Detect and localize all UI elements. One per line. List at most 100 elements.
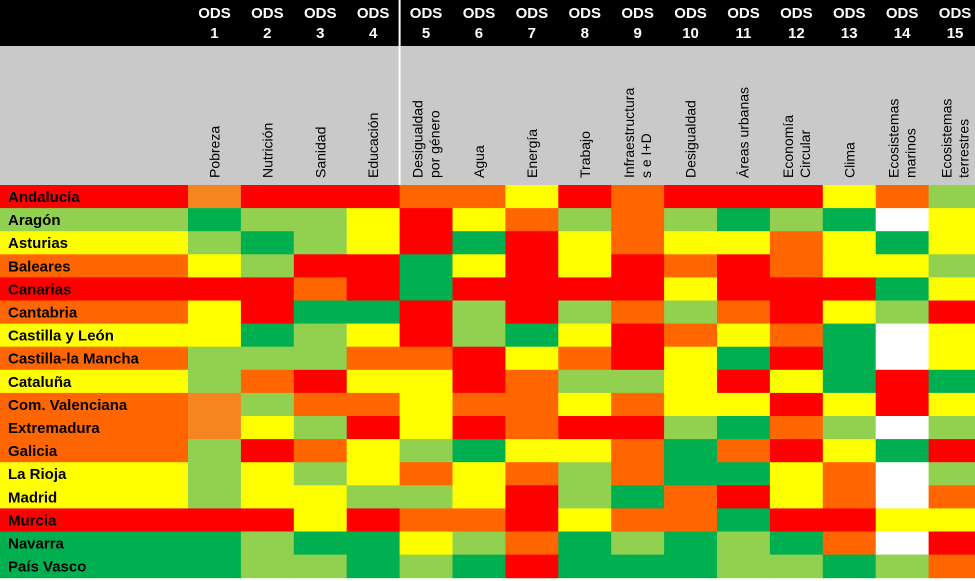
heat-cell bbox=[875, 208, 930, 232]
heat-cell bbox=[399, 462, 453, 486]
ods-code: ODS bbox=[251, 5, 284, 22]
heat-cell bbox=[717, 554, 771, 579]
heat-cell bbox=[188, 208, 242, 232]
heat-cell bbox=[293, 254, 348, 278]
heat-cell bbox=[558, 439, 612, 463]
heat-cell bbox=[188, 531, 242, 556]
ods-code: ODS bbox=[886, 5, 919, 22]
heat-cell bbox=[611, 208, 665, 232]
heat-cell bbox=[346, 392, 401, 417]
region-label: La Rioja bbox=[8, 466, 67, 483]
heat-cell bbox=[558, 531, 612, 556]
heat-cell bbox=[452, 300, 506, 325]
heat-cell bbox=[875, 485, 930, 509]
ods-label: Nutrición bbox=[259, 123, 275, 178]
heat-cell bbox=[240, 346, 295, 371]
heat-cell bbox=[769, 439, 824, 463]
heat-cell bbox=[399, 485, 453, 509]
heat-cell bbox=[346, 531, 401, 556]
region-cell bbox=[0, 300, 188, 325]
ods-label: Pobreza bbox=[206, 126, 222, 178]
ods-number: 15 bbox=[947, 25, 964, 42]
heat-cell bbox=[928, 185, 975, 209]
heat-cell bbox=[505, 277, 559, 301]
heat-cell bbox=[717, 508, 771, 532]
heat-cell bbox=[611, 277, 665, 301]
region-label: Cataluña bbox=[8, 374, 72, 391]
heat-cell bbox=[664, 508, 718, 532]
heat-cell bbox=[399, 231, 453, 255]
ods-label: Ecosistemas bbox=[886, 99, 902, 178]
heat-cell bbox=[664, 231, 718, 255]
heat-cell bbox=[875, 254, 930, 278]
heat-cell bbox=[611, 300, 665, 325]
ods-number: 5 bbox=[422, 25, 430, 42]
heat-cell bbox=[611, 439, 665, 463]
region-cell bbox=[0, 392, 188, 417]
heat-cell bbox=[769, 300, 824, 325]
heat-cell bbox=[664, 323, 718, 348]
heat-cell bbox=[822, 531, 877, 556]
heat-cell bbox=[769, 346, 824, 371]
header-band bbox=[0, 0, 975, 46]
region-label: Asturias bbox=[8, 235, 68, 252]
heat-cell bbox=[928, 231, 975, 255]
heat-cell bbox=[188, 485, 242, 509]
heat-cell bbox=[188, 231, 242, 255]
heat-cell bbox=[822, 231, 877, 255]
heat-cell bbox=[293, 346, 348, 371]
heat-cell bbox=[399, 554, 453, 579]
heat-cell bbox=[611, 531, 665, 556]
heat-cell bbox=[717, 208, 771, 232]
heat-cell bbox=[611, 185, 665, 209]
heat-cell bbox=[717, 485, 771, 509]
heat-cell bbox=[346, 346, 401, 371]
heat-cell bbox=[558, 254, 612, 278]
heat-cell bbox=[452, 508, 506, 532]
heat-cell bbox=[822, 554, 877, 579]
heat-cell bbox=[293, 485, 348, 509]
heat-cell bbox=[611, 231, 665, 255]
region-label: Galicia bbox=[8, 443, 58, 460]
ods-code: ODS bbox=[621, 5, 654, 22]
heat-cell bbox=[717, 439, 771, 463]
heat-cell bbox=[611, 369, 665, 394]
heat-cell bbox=[822, 416, 877, 440]
heat-cell bbox=[664, 439, 718, 463]
heat-cell bbox=[188, 508, 242, 532]
heat-cell bbox=[717, 416, 771, 440]
heat-cell bbox=[505, 485, 559, 509]
region-label: Com. Valenciana bbox=[8, 397, 128, 414]
region-label: Castilla-la Mancha bbox=[8, 351, 140, 368]
heat-cell bbox=[188, 346, 242, 371]
heat-cell bbox=[875, 531, 930, 556]
heat-cell bbox=[505, 254, 559, 278]
heat-cell bbox=[558, 185, 612, 209]
heat-cell bbox=[452, 531, 506, 556]
heat-cell bbox=[346, 439, 401, 463]
heat-cell bbox=[769, 416, 824, 440]
heat-cell bbox=[293, 439, 348, 463]
ods-number: 10 bbox=[682, 25, 699, 42]
heat-cell bbox=[875, 369, 930, 394]
heat-cell bbox=[664, 462, 718, 486]
region-label: Castilla y León bbox=[8, 328, 114, 345]
heat-cell bbox=[664, 254, 718, 278]
heat-cell bbox=[664, 208, 718, 232]
heat-cell bbox=[452, 554, 506, 579]
heat-cell bbox=[188, 254, 242, 278]
heat-cell bbox=[293, 416, 348, 440]
heat-cell bbox=[505, 185, 559, 209]
region-cell bbox=[0, 416, 188, 440]
heat-cell bbox=[875, 416, 930, 440]
heat-cell bbox=[452, 208, 506, 232]
heat-cell bbox=[505, 508, 559, 532]
heat-cell bbox=[822, 392, 877, 417]
label-band bbox=[0, 46, 975, 185]
region-label: Andalucía bbox=[8, 189, 80, 206]
heat-cell bbox=[822, 369, 877, 394]
heat-cell bbox=[452, 346, 506, 371]
heat-cell bbox=[822, 439, 877, 463]
heat-cell bbox=[875, 185, 930, 209]
